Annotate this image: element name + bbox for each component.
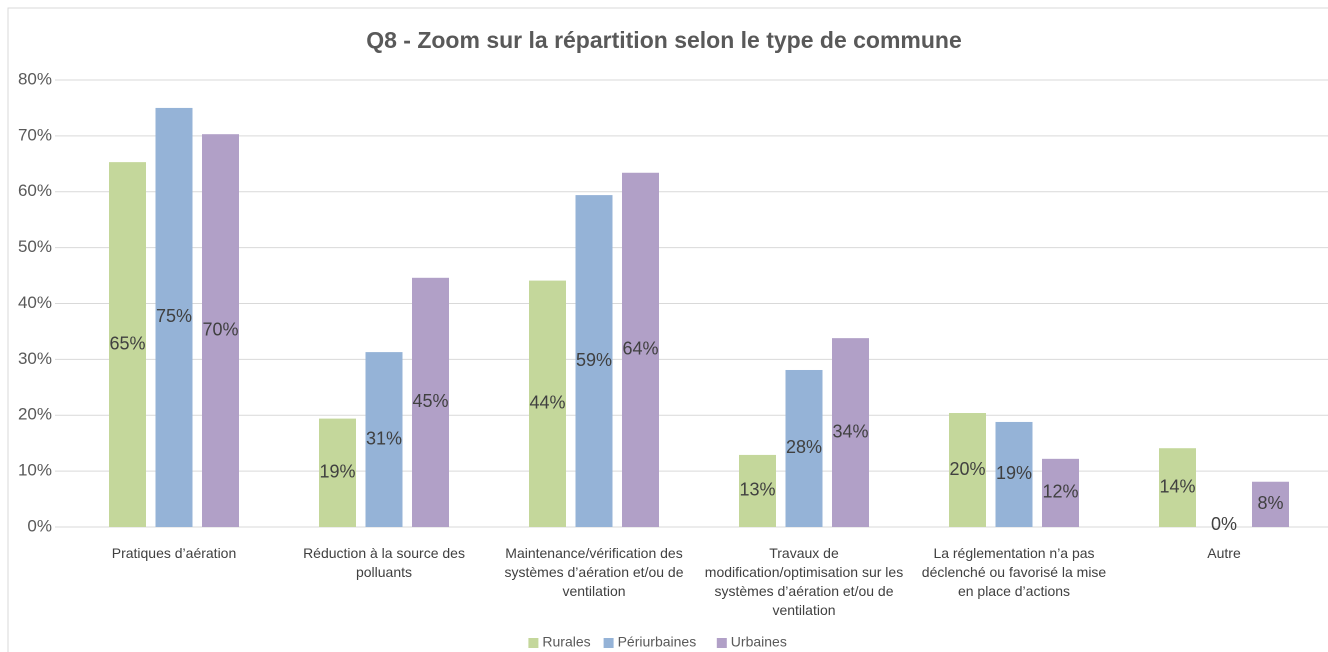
bar [949,413,986,527]
bar [995,421,1033,527]
bar [575,195,613,528]
y-tick-label: 50% [18,237,52,256]
data-label: 64% [622,339,658,359]
x-tick-label: La réglementation n’a pas déclenché ou f… [921,545,1107,599]
y-tick-label: 30% [18,349,52,368]
x-tick-label: Autre [1207,545,1241,561]
bar [622,172,659,527]
bar [365,352,403,527]
y-tick-label: 10% [18,461,52,480]
data-label: 0% [1211,514,1237,534]
data-label: 59% [576,350,612,370]
legend-label: Rurales [542,634,590,650]
data-label: 19% [996,463,1032,483]
bar [155,107,193,527]
bar [1159,448,1196,527]
data-label: 13% [739,480,775,500]
y-tick-label: 20% [18,405,52,424]
data-label: 44% [529,393,565,413]
bar [529,280,566,527]
chart-title: Q8 - Zoom sur la répartition selon le ty… [366,27,962,53]
data-label: 65% [109,333,145,353]
data-label: 31% [366,428,402,448]
x-tick-label: Maintenance/vérification des systèmes d’… [504,545,684,599]
y-tick-label: 70% [18,125,52,144]
x-tick-label: Pratiques d’aération [111,545,237,561]
bar [319,418,356,527]
data-label: 28% [786,437,822,457]
y-tick-label: 40% [18,293,52,312]
bar [109,162,146,528]
data-label: 75% [156,306,192,326]
legend-label: Urbaines [731,634,787,650]
data-label: 14% [1159,476,1195,496]
data-label: 12% [1042,482,1078,502]
legend-swatch [528,638,539,648]
chart-border [7,7,1328,652]
legend-label: Périurbaines [618,634,697,650]
bar [785,369,823,527]
bar [1042,458,1079,527]
data-label: 45% [412,391,448,411]
data-label: 34% [832,421,868,441]
data-label: 20% [949,459,985,479]
x-tick-label: Travaux de modification/optimisation sur… [704,545,904,618]
legend-swatch [716,638,727,648]
bar [202,134,239,528]
y-tick-label: 60% [18,181,52,200]
x-tick-label: Réduction à la source des polluants [303,545,465,580]
y-tick-label: 0% [27,516,52,535]
bar [1252,481,1289,527]
legend-swatch [603,638,614,648]
data-label: 8% [1257,493,1283,513]
bar [739,454,776,527]
bar [832,338,869,527]
bar [412,277,449,527]
data-label: 19% [319,462,355,482]
data-label: 70% [202,319,238,339]
y-tick-label: 80% [18,69,52,88]
